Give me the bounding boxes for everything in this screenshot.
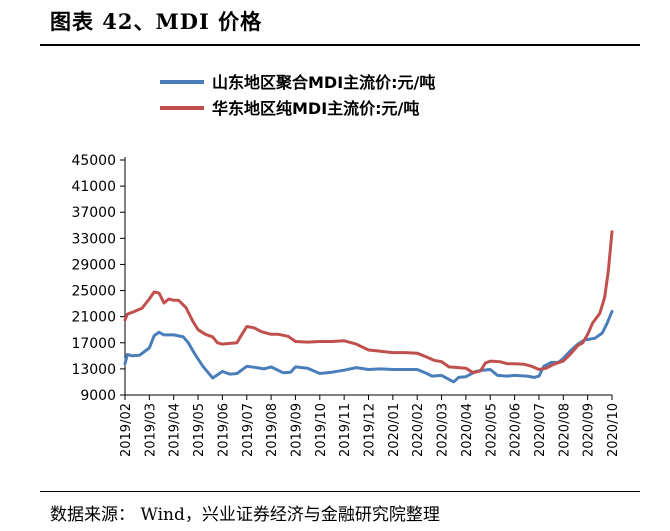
y-tick-label: 41000 xyxy=(71,179,116,195)
x-tick-label: 2020/08 xyxy=(557,403,572,457)
x-tick-label: 2019/11 xyxy=(338,403,353,457)
series-line-2 xyxy=(123,230,614,375)
x-tick-label: 2020/10 xyxy=(606,403,621,457)
x-tick-label: 2019/03 xyxy=(143,403,158,457)
y-tick-label: 33000 xyxy=(71,231,116,247)
x-tick-label: 2019/06 xyxy=(216,403,231,457)
x-tick-label: 2019/04 xyxy=(168,403,183,457)
x-tick-label: 2020/04 xyxy=(460,403,475,457)
figure-title-bar: 图表 42、MDI 价格 xyxy=(0,0,670,44)
chart-container: 9000 13000 17000 21000 25000 29000 33000 37000 4… xyxy=(0,46,670,491)
x-tick-label: 2020/06 xyxy=(509,403,524,457)
legend-label-2: 华东地区纯MDI主流价:元/吨 xyxy=(212,99,419,118)
series-line-1 xyxy=(123,309,614,384)
y-tick-label: 45000 xyxy=(71,153,116,169)
x-tick-label: 2020/09 xyxy=(582,403,597,457)
source-divider xyxy=(40,491,640,492)
x-tick-label: 2020/03 xyxy=(436,403,451,457)
y-tick-label: 37000 xyxy=(71,205,116,221)
x-tick-label: 2019/12 xyxy=(363,403,378,457)
x-tick-label: 2019/09 xyxy=(289,403,304,457)
x-tick-label: 2019/05 xyxy=(192,403,207,457)
y-tick-label: 25000 xyxy=(71,284,116,300)
x-tick-label: 2020/07 xyxy=(533,403,548,457)
y-tick-label: 9000 xyxy=(80,388,116,404)
y-tick-label: 17000 xyxy=(71,336,116,352)
y-tick-label: 13000 xyxy=(71,362,116,378)
x-tick-label: 2020/05 xyxy=(484,403,499,457)
x-tick-label: 2020/01 xyxy=(387,403,402,457)
figure-title: 图表 42、MDI 价格 xyxy=(50,9,263,34)
x-tick-label: 2019/07 xyxy=(241,403,256,457)
x-tick-label: 2020/02 xyxy=(411,403,426,457)
title-divider xyxy=(40,44,640,46)
x-tick-label: 2019/10 xyxy=(314,403,329,457)
legend-label-1: 山东地区聚合MDI主流价:元/吨 xyxy=(212,73,435,92)
x-tick-label: 2019/02 xyxy=(119,403,134,457)
source-note: 数据来源： Wind，兴业证券经济与金融研究院整理 xyxy=(50,505,440,525)
y-tick-label: 21000 xyxy=(71,310,116,326)
line-chart: 9000 13000 17000 21000 25000 29000 33000 37000 4… xyxy=(71,73,621,457)
y-tick-label: 29000 xyxy=(71,257,116,273)
x-tick-label: 2019/08 xyxy=(265,403,280,457)
